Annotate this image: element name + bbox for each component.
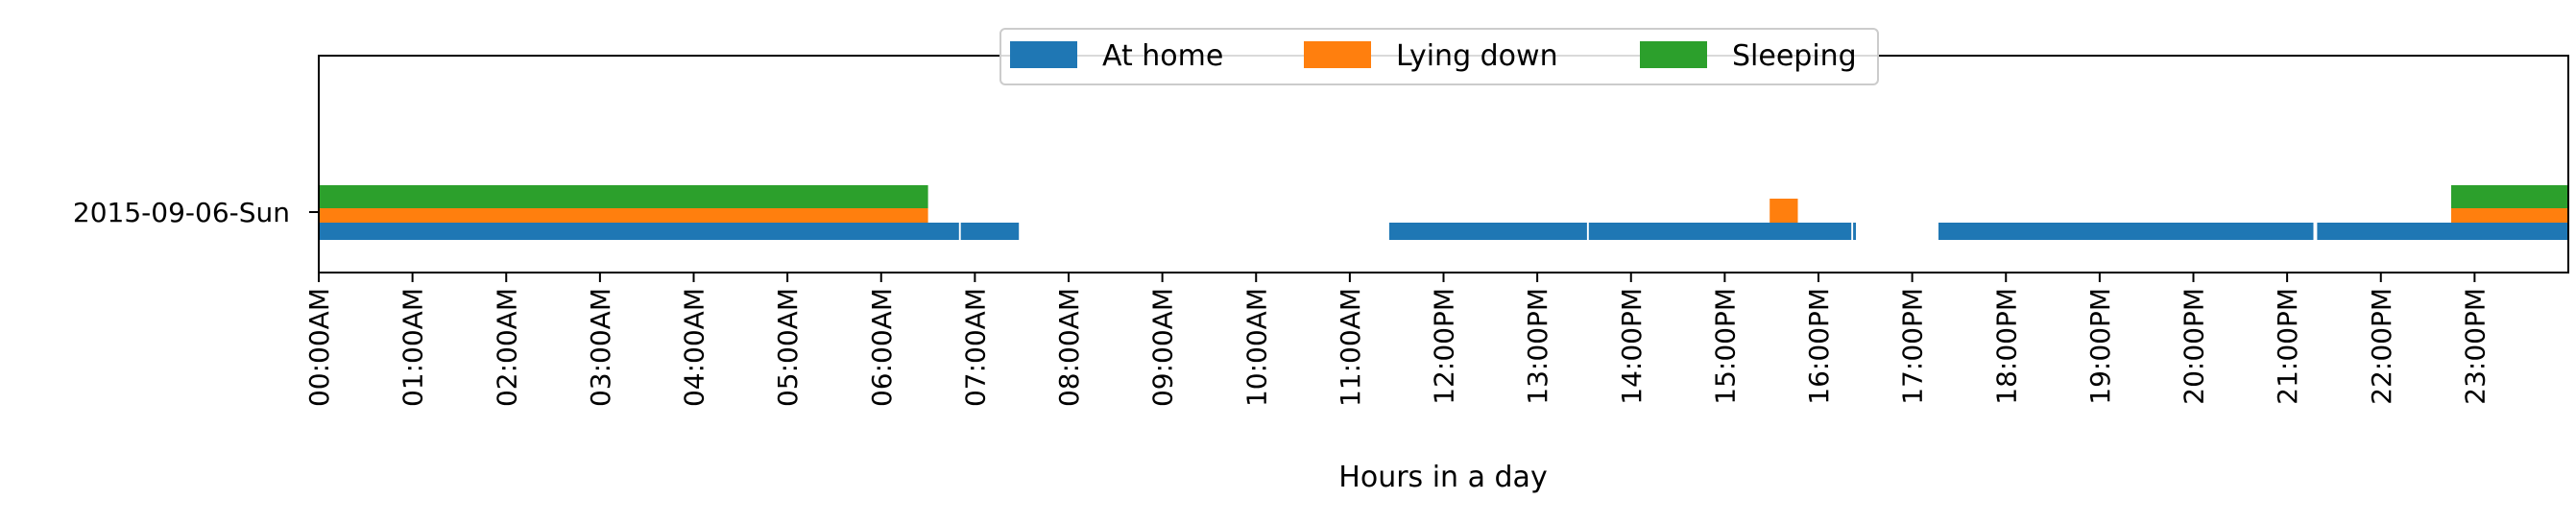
x-tick-label: 08:00AM [1053, 288, 1085, 407]
x-tick-label: 14:00PM [1616, 288, 1648, 405]
x-tick-label: 04:00AM [679, 288, 710, 407]
x-tick-label: 05:00AM [772, 288, 804, 407]
x-tick-label: 01:00AM [397, 288, 429, 407]
at-home-bar [1588, 223, 1852, 240]
x-tick-label: 06:00AM [866, 288, 898, 407]
legend-swatch [1304, 41, 1371, 68]
x-tick-label: 23:00PM [2459, 288, 2491, 405]
sleeping-bar [2451, 185, 2568, 208]
x-tick-label: 13:00PM [1522, 288, 1553, 405]
x-tick-label: 11:00AM [1335, 288, 1366, 407]
legend: At home Lying down Sleeping [999, 28, 1879, 85]
plot-frame [318, 55, 2569, 273]
legend-swatch [1010, 41, 1077, 68]
legend-label: At home [1102, 39, 1223, 73]
x-tick-label: 15:00PM [1709, 288, 1741, 405]
legend-label: Sleeping [1732, 39, 1857, 73]
lying-down-bar [319, 208, 928, 223]
legend-label: Lying down [1396, 39, 1558, 73]
x-tick-label: 18:00PM [1990, 288, 2022, 405]
chart-marks [319, 185, 2568, 240]
x-tick-label: 21:00PM [2272, 288, 2303, 405]
at-home-bar [2317, 223, 2568, 240]
lying-down-bar [2451, 208, 2568, 223]
x-tick-label: 22:00PM [2366, 288, 2397, 405]
x-tick-label: 09:00AM [1147, 288, 1179, 407]
x-tick-label: 16:00PM [1803, 288, 1835, 405]
x-tick-label: 03:00AM [585, 288, 616, 407]
at-home-bar [1853, 223, 1856, 240]
legend-swatch [1640, 41, 1707, 68]
sleeping-bar [319, 185, 928, 208]
lying-down-bar [1769, 199, 1798, 223]
x-tick-label: 20:00PM [2179, 288, 2210, 405]
x-tick-label: 00:00AM [303, 288, 335, 407]
at-home-bar [960, 223, 1020, 240]
x-axis-label: Hours in a day [1338, 461, 1547, 494]
y-tick-label: 2015-09-06-Sun [73, 197, 290, 228]
x-tick-label: 17:00PM [1897, 288, 1929, 405]
x-tick-label: 12:00PM [1429, 288, 1460, 405]
at-home-bar [319, 223, 959, 240]
y-axis-ticks: 2015-09-06-Sun [73, 197, 319, 228]
at-home-bar [1938, 223, 2314, 240]
x-axis-ticks: 00:00AM 01:00AM 02:00AM 03:00AM 04:00AM 05:00… [303, 273, 2491, 407]
at-home-bar [1388, 223, 1587, 240]
x-tick-label: 19:00PM [2084, 288, 2116, 405]
x-tick-label: 07:00AM [959, 288, 991, 407]
x-tick-label: 10:00AM [1240, 288, 1272, 407]
x-tick-label: 02:00AM [491, 288, 522, 407]
